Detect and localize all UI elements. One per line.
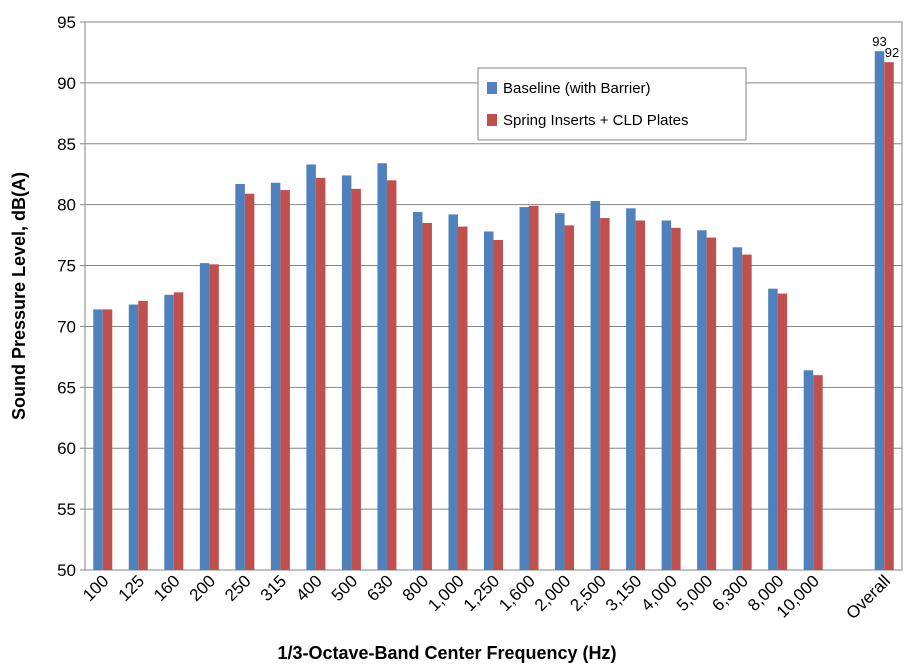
x-tick-label: 4,000 — [637, 571, 681, 615]
bar — [697, 230, 707, 571]
bar — [244, 193, 255, 570]
x-tick-label: 1,000 — [424, 571, 468, 615]
bar — [813, 375, 823, 570]
x-axis: 100 125 160 200 250 315 400 500 630 8001,0001,250… — [79, 571, 894, 623]
bar — [555, 213, 565, 571]
bar — [412, 211, 423, 570]
data-label: 92 — [885, 45, 899, 60]
y-tick-label: 85 — [57, 135, 76, 154]
bar — [884, 62, 894, 570]
bar — [341, 175, 352, 570]
bar — [768, 288, 778, 570]
bar — [529, 205, 539, 570]
x-tick-label: Overall — [843, 571, 895, 623]
bar — [803, 370, 814, 570]
y-tick-label: 50 — [57, 561, 76, 580]
bar — [138, 300, 148, 570]
x-tick-label: 500 — [328, 571, 361, 604]
x-tick-label: 5,000 — [673, 571, 717, 615]
bar — [270, 182, 281, 570]
bar-series — [93, 51, 894, 571]
bar — [173, 292, 184, 570]
legend-swatch — [487, 82, 497, 94]
legend: Baseline (with Barrier) Spring Inserts + … — [477, 67, 747, 141]
bar — [706, 237, 717, 570]
bar — [235, 183, 245, 570]
bar — [732, 247, 743, 571]
x-tick-label: 630 — [363, 571, 396, 604]
bar — [661, 220, 672, 570]
x-tick-label: 200 — [186, 571, 219, 604]
x-tick-label: 315 — [257, 571, 290, 604]
y-tick-label: 60 — [57, 439, 76, 458]
legend-box — [477, 67, 747, 141]
bar — [93, 309, 103, 570]
bar — [128, 304, 139, 570]
legend-label: Spring Inserts + CLD Plates — [503, 112, 689, 129]
y-tick-label: 70 — [57, 317, 76, 336]
y-tick-label: 55 — [57, 500, 76, 519]
data-label: 93 — [872, 34, 886, 49]
bar — [874, 51, 885, 570]
x-tick-label: 160 — [150, 571, 183, 604]
bar — [209, 264, 219, 570]
y-tick-label: 95 — [57, 13, 76, 32]
bar — [600, 218, 610, 570]
y-tick-label: 80 — [57, 196, 76, 215]
x-tick-label: 2,500 — [566, 571, 610, 615]
legend-swatch — [487, 114, 497, 126]
y-axis-title: Sound Pressure Level, dB(A) — [9, 172, 29, 420]
y-axis: 50 55 60 65 70 75 80 85 90 95 — [57, 13, 85, 580]
bar — [635, 220, 646, 570]
bar — [626, 208, 636, 570]
bar — [315, 177, 326, 570]
bar — [306, 164, 316, 571]
bar — [590, 201, 601, 570]
x-tick-label: 3,150 — [602, 571, 646, 615]
bar — [564, 225, 575, 570]
legend-label: Baseline (with Barrier) — [503, 80, 651, 97]
bar — [377, 163, 387, 571]
bar — [422, 222, 432, 570]
x-tick-label: 400 — [292, 571, 325, 604]
bar — [457, 226, 468, 570]
bar — [164, 294, 174, 570]
bar — [102, 309, 113, 570]
x-tick-label: 125 — [115, 571, 148, 604]
x-tick-label: 1,600 — [495, 571, 539, 615]
x-tick-label: 6,300 — [708, 571, 752, 615]
bar — [199, 263, 210, 570]
y-tick-label: 90 — [57, 74, 76, 93]
y-tick-label: 75 — [57, 257, 76, 276]
bar — [280, 190, 290, 570]
bar — [493, 239, 503, 570]
bar — [351, 188, 361, 570]
bar — [386, 180, 397, 571]
x-tick-label: 250 — [221, 571, 254, 604]
x-tick-label: 1,250 — [460, 571, 504, 615]
bar — [519, 207, 530, 570]
x-tick-label: 2,000 — [531, 571, 575, 615]
y-tick-label: 65 — [57, 378, 76, 397]
x-axis-title: 1/3-Octave-Band Center Frequency (Hz) — [277, 643, 616, 663]
x-tick-label: 100 — [79, 571, 112, 604]
bar — [484, 231, 494, 571]
bar — [448, 214, 458, 571]
bar — [671, 227, 681, 570]
bar — [742, 254, 752, 570]
bar — [777, 293, 788, 570]
